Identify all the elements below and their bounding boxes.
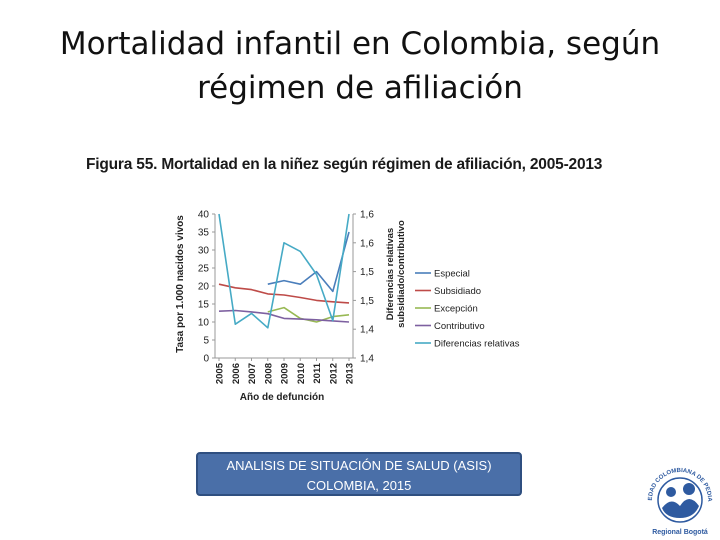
right-tick-label: 1,4 [360,325,374,336]
source-box: ANALISIS DE SITUACIÓN DE SALUD (ASIS) CO… [196,452,522,496]
left-tick-label: 40 [198,210,210,221]
legend-label: Subsidiado [434,286,481,297]
left-tick-label: 30 [198,246,210,257]
series-line-diferencias-relativas [218,213,350,329]
x-axis-ticks: 2005 2006 2007 2008 2009 2010 2011 2012 2013 [215,358,356,384]
figure-caption: Figura 55. Mortalidad en la niñez según … [86,156,603,173]
left-tick-label: 25 [198,264,210,275]
left-tick-label: 20 [198,282,210,293]
y2-axis-label-line-2: subsidiado/contributivo [396,220,407,328]
left-tick-label: 0 [203,354,209,365]
series-line-contributivo [218,309,350,323]
y2-axis-label-line-1: Diferencias relativas [385,228,396,320]
legend-label: Diferencias relativas [434,339,520,350]
logo-figure-head-1 [666,487,676,497]
x-tick-label: 2006 [231,363,242,384]
right-tick-label: 1,6 [360,238,374,249]
right-axis-ticks: 1,4 1,4 1,5 1,5 1,6 1,6 [353,210,374,365]
logo-figure-body [662,499,699,518]
x-tick-label: 2012 [328,363,339,384]
slide-title-line-1: Mortalidad infantil en Colombia, según [59,26,661,62]
y-axis-label: Tasa por 1.000 nacidos vivos [175,215,186,353]
series-line-especial [267,231,350,293]
logo-figure-head-2 [683,483,695,495]
right-tick-label: 1,4 [360,354,374,365]
x-tick-label: 2010 [296,363,307,384]
left-tick-label: 10 [198,318,210,329]
x-tick-label: 2008 [263,363,274,384]
slide-title-line-2: régimen de afiliación [197,70,523,106]
series-lines [218,213,350,329]
mortality-line-chart: 0 5 10 15 20 25 30 35 40 1,4 1,4 1,5 1,5 1,6 1,6 2005… [175,210,520,404]
right-tick-label: 1,5 [360,267,374,278]
right-tick-label: 1,5 [360,296,374,307]
society-logo: SOCIEDAD COLOMBIANA DE PEDIATRÍA Regiona… [644,462,712,536]
left-tick-label: 35 [198,228,210,239]
x-tick-label: 2007 [247,363,258,384]
logo-ring [657,477,703,523]
series-line-subsidiado [218,283,350,304]
left-tick-label: 5 [203,336,209,347]
x-tick-label: 2009 [280,363,291,384]
x-axis-label: Año de defunción [240,392,324,403]
left-tick-label: 15 [198,300,210,311]
x-tick-label: 2011 [312,362,323,383]
x-tick-label: 2013 [345,363,356,384]
legend-label: Excepción [434,304,478,315]
left-axis-ticks: 0 5 10 15 20 25 30 35 40 [198,210,215,365]
legend-label: Contributivo [434,321,485,332]
source-line-2: COLOMBIA, 2015 [306,478,412,493]
slide-title: Mortalidad infantil en Colombia, según r… [20,22,700,110]
right-tick-label: 1,6 [360,210,374,221]
plot-area [214,214,354,359]
legend-label: Especial [434,269,470,280]
source-line-1: ANALISIS DE SITUACIÓN DE SALUD (ASIS) [226,458,492,473]
legend: Especial Subsidiado Excepción Contributivo D… [415,269,520,350]
logo-subtitle: Regional Bogotá [652,529,708,536]
x-tick-label: 2005 [215,362,226,384]
